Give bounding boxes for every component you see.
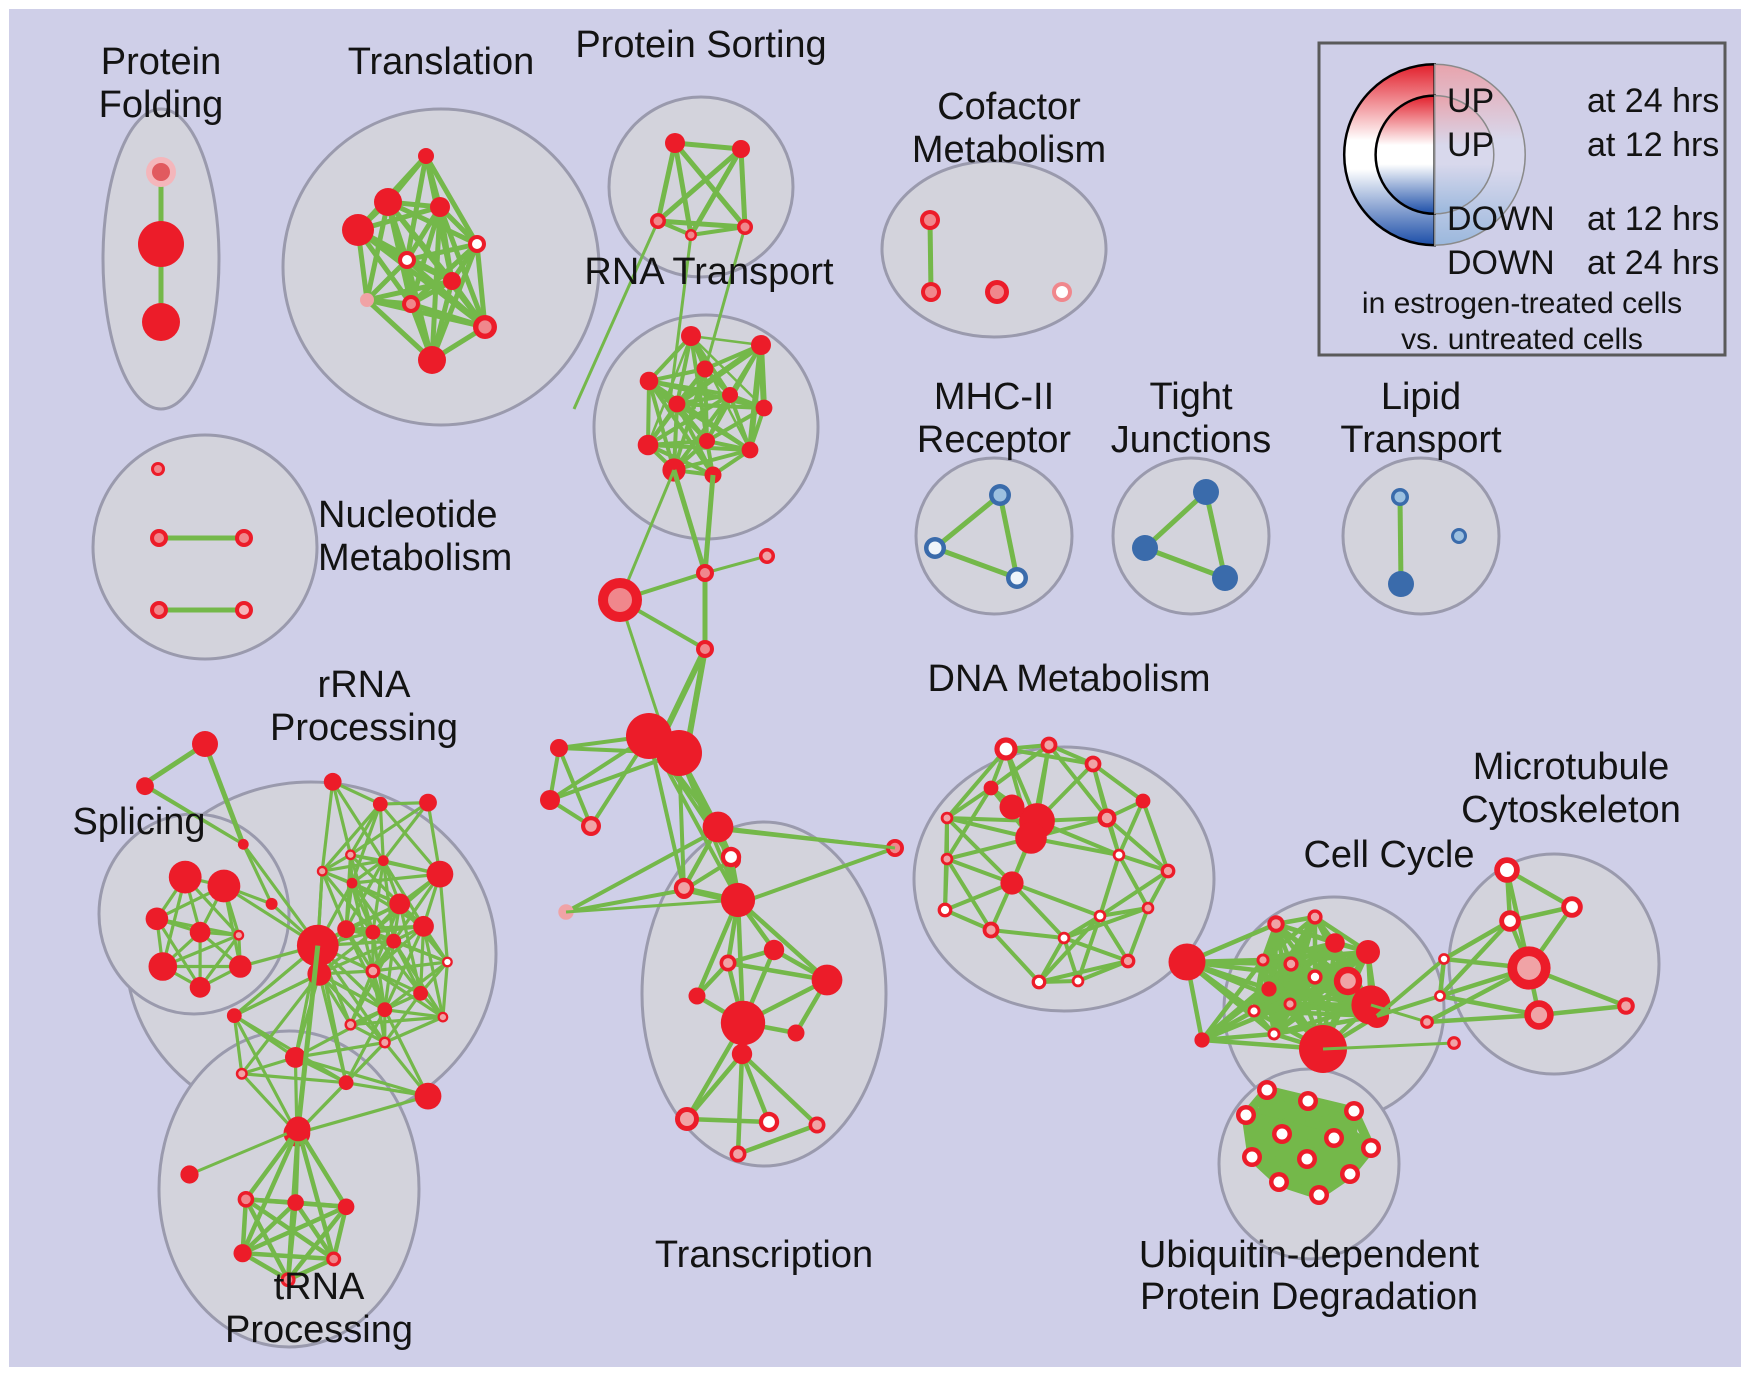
svg-text:RNA Transport: RNA Transport	[584, 251, 834, 293]
svg-text:DOWN: DOWN	[1447, 200, 1555, 238]
svg-text:Folding: Folding	[99, 84, 224, 126]
svg-text:Processing: Processing	[270, 707, 458, 749]
svg-text:Cofactor: Cofactor	[937, 86, 1081, 128]
svg-text:Metabolism: Metabolism	[912, 129, 1106, 171]
svg-text:Protein: Protein	[101, 41, 221, 83]
svg-text:Cell Cycle: Cell Cycle	[1303, 834, 1474, 876]
svg-text:Ubiquitin-dependent: Ubiquitin-dependent	[1139, 1234, 1480, 1276]
svg-text:Translation: Translation	[348, 41, 535, 83]
svg-text:UP: UP	[1447, 82, 1494, 120]
svg-text:Junctions: Junctions	[1111, 419, 1272, 461]
svg-text:DOWN: DOWN	[1447, 244, 1555, 282]
svg-text:Protein Sorting: Protein Sorting	[575, 24, 826, 66]
svg-text:Metabolism: Metabolism	[318, 537, 512, 579]
svg-text:Transport: Transport	[1340, 419, 1502, 461]
svg-text:rRNA: rRNA	[318, 664, 412, 706]
svg-text:tRNA: tRNA	[274, 1266, 365, 1308]
svg-text:at 24 hrs: at 24 hrs	[1587, 244, 1719, 282]
svg-text:Tight: Tight	[1149, 376, 1233, 418]
svg-text:MHC-II: MHC-II	[934, 376, 1054, 418]
svg-text:UP: UP	[1447, 126, 1494, 164]
svg-text:DNA Metabolism: DNA Metabolism	[928, 658, 1211, 700]
svg-text:Receptor: Receptor	[917, 419, 1072, 461]
svg-text:in estrogen-treated cells: in estrogen-treated cells	[1362, 287, 1682, 320]
svg-text:vs. untreated cells: vs. untreated cells	[1401, 323, 1643, 356]
svg-text:at 12 hrs: at 12 hrs	[1587, 126, 1719, 164]
svg-text:Splicing: Splicing	[72, 801, 205, 843]
svg-text:Transcription: Transcription	[655, 1234, 873, 1276]
svg-text:Nucleotide: Nucleotide	[318, 494, 498, 536]
svg-text:Lipid: Lipid	[1381, 376, 1461, 418]
svg-text:at 12 hrs: at 12 hrs	[1587, 200, 1719, 238]
svg-text:Microtubule: Microtubule	[1473, 746, 1669, 788]
svg-text:at 24 hrs: at 24 hrs	[1587, 82, 1719, 120]
svg-text:Protein Degradation: Protein Degradation	[1140, 1276, 1478, 1318]
svg-text:Cytoskeleton: Cytoskeleton	[1461, 789, 1681, 831]
svg-text:Processing: Processing	[225, 1309, 413, 1351]
